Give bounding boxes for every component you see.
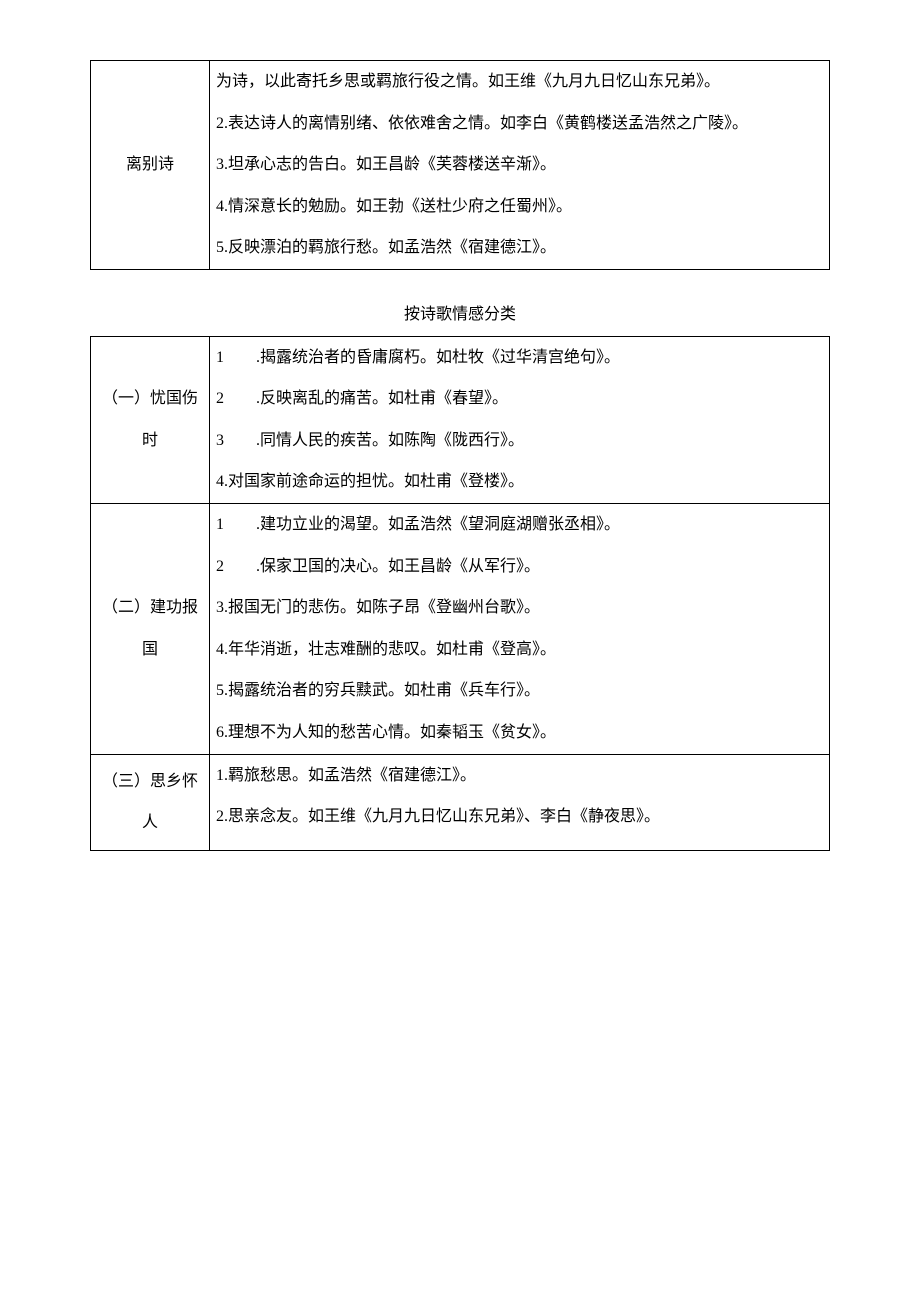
row-label: 离别诗 bbox=[91, 61, 210, 270]
content-line: 为诗，以此寄托乡思或羁旅行役之情。如王维《九月九日忆山东兄弟》。 bbox=[216, 61, 823, 103]
table-farewell-poem: 离别诗 为诗，以此寄托乡思或羁旅行役之情。如王维《九月九日忆山东兄弟》。 2.表… bbox=[90, 60, 830, 270]
row-content: 1.羁旅愁思。如孟浩然《宿建德江》。 2.思亲念友。如王维《九月九日忆山东兄弟》… bbox=[210, 754, 830, 850]
content-line: 6.理想不为人知的愁苦心情。如秦韬玉《贫女》。 bbox=[216, 712, 823, 754]
row-label: （二）建功报国 bbox=[91, 503, 210, 754]
table-row: （二）建功报国 1 .建功立业的渴望。如孟浩然《望洞庭湖赠张丞相》。 2 .保家… bbox=[91, 503, 830, 754]
label-text: （一）忧国伤时 bbox=[95, 378, 205, 461]
content-line: 2 .反映离乱的痛苦。如杜甫《春望》。 bbox=[216, 378, 823, 420]
row-content: 1 .建功立业的渴望。如孟浩然《望洞庭湖赠张丞相》。 2 .保家卫国的决心。如王… bbox=[210, 503, 830, 754]
content-line: 1.羁旅愁思。如孟浩然《宿建德江》。 bbox=[216, 755, 823, 797]
content-line: 3.报国无门的悲伤。如陈子昂《登幽州台歌》。 bbox=[216, 587, 823, 629]
content-line: 5.揭露统治者的穷兵黩武。如杜甫《兵车行》。 bbox=[216, 670, 823, 712]
content-line: 3.坦承心志的告白。如王昌龄《芙蓉楼送辛渐》。 bbox=[216, 144, 823, 186]
table-row: （一）忧国伤时 1 .揭露统治者的昏庸腐朽。如杜牧《过华清宫绝句》。 2 .反映… bbox=[91, 336, 830, 503]
label-text: （二）建功报国 bbox=[95, 587, 205, 670]
content-line: 3 .同情人民的疾苦。如陈陶《陇西行》。 bbox=[216, 420, 823, 462]
content-line: 4.对国家前途命运的担忧。如杜甫《登楼》。 bbox=[216, 461, 823, 503]
row-content: 为诗，以此寄托乡思或羁旅行役之情。如王维《九月九日忆山东兄弟》。 2.表达诗人的… bbox=[210, 61, 830, 270]
content-line: 4.年华消逝，壮志难酬的悲叹。如杜甫《登高》。 bbox=[216, 629, 823, 671]
content-line: 2 .保家卫国的决心。如王昌龄《从军行》。 bbox=[216, 546, 823, 588]
content-line: 2.表达诗人的离情别绪、依依难舍之情。如李白《黄鹤楼送孟浩然之广陵》。 bbox=[216, 103, 823, 145]
table-row: （三）思乡怀人 1.羁旅愁思。如孟浩然《宿建德江》。 2.思亲念友。如王维《九月… bbox=[91, 754, 830, 850]
section-title: 按诗歌情感分类 bbox=[90, 294, 830, 336]
content-line: 1 .揭露统治者的昏庸腐朽。如杜牧《过华清宫绝句》。 bbox=[216, 337, 823, 379]
label-text: （三）思乡怀人 bbox=[95, 761, 205, 844]
label-text: 离别诗 bbox=[95, 144, 205, 186]
table-emotion-category: （一）忧国伤时 1 .揭露统治者的昏庸腐朽。如杜牧《过华清宫绝句》。 2 .反映… bbox=[90, 336, 830, 851]
row-label: （一）忧国伤时 bbox=[91, 336, 210, 503]
row-label: （三）思乡怀人 bbox=[91, 754, 210, 850]
row-content: 1 .揭露统治者的昏庸腐朽。如杜牧《过华清宫绝句》。 2 .反映离乱的痛苦。如杜… bbox=[210, 336, 830, 503]
content-line: 4.情深意长的勉励。如王勃《送杜少府之任蜀州》。 bbox=[216, 186, 823, 228]
content-line: 2.思亲念友。如王维《九月九日忆山东兄弟》、李白《静夜思》。 bbox=[216, 796, 823, 838]
content-line: 1 .建功立业的渴望。如孟浩然《望洞庭湖赠张丞相》。 bbox=[216, 504, 823, 546]
content-line: 5.反映漂泊的羁旅行愁。如孟浩然《宿建德江》。 bbox=[216, 227, 823, 269]
